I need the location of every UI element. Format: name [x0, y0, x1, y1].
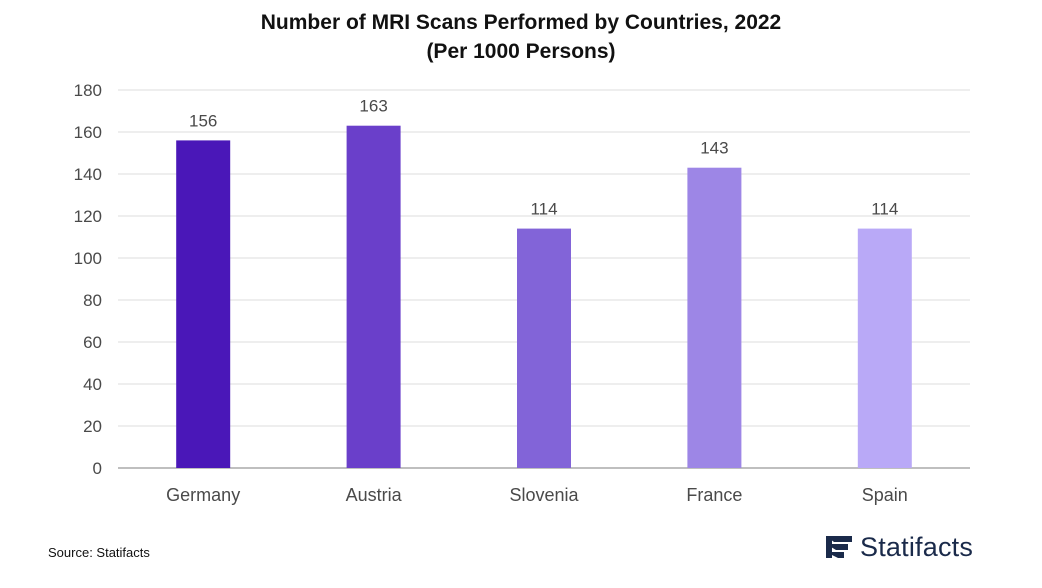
y-tick-label: 160 [74, 123, 102, 142]
source-note: Source: Statifacts [48, 545, 150, 560]
label-layer: 0 20 40 60 80 100 120 140 160 180 156 Germany 163 Aus… [74, 81, 908, 505]
data-label: 156 [189, 111, 217, 130]
x-tick-label: Spain [862, 485, 908, 505]
y-tick-label: 40 [83, 375, 102, 394]
statifacts-logo-icon [826, 536, 852, 558]
y-tick-label: 100 [74, 249, 102, 268]
x-tick-label: Slovenia [509, 485, 579, 505]
bar-austria [346, 125, 401, 468]
bar-layer [176, 125, 912, 468]
grid-layer [118, 89, 970, 469]
y-tick-label: 180 [74, 81, 102, 100]
y-tick-label: 120 [74, 207, 102, 226]
chart-title-line1: Number of MRI Scans Performed by Countri… [260, 11, 782, 34]
y-tick-label: 140 [74, 165, 102, 184]
y-tick-label: 80 [83, 291, 102, 310]
x-tick-label: France [686, 485, 742, 505]
bar-france [687, 167, 742, 468]
y-tick-label: 60 [83, 333, 102, 352]
brand-name: Statifacts [860, 531, 974, 562]
data-label: 163 [359, 97, 387, 116]
bar-slovenia [517, 228, 571, 468]
data-label: 143 [700, 139, 728, 158]
chart-title: Number of MRI Scans Performed by Countri… [0, 8, 1042, 66]
y-tick-label: 0 [93, 459, 102, 478]
x-tick-label: Germany [166, 485, 240, 505]
brand-logo: Statifacts [824, 530, 973, 564]
chart-title-line2: (Per 1000 Persons) [426, 40, 616, 63]
bar-germany [176, 140, 231, 468]
data-label: 114 [871, 200, 898, 219]
data-label: 114 [530, 200, 557, 219]
bar-spain [857, 228, 912, 468]
x-tick-label: Austria [346, 485, 403, 505]
y-tick-label: 20 [83, 417, 102, 436]
